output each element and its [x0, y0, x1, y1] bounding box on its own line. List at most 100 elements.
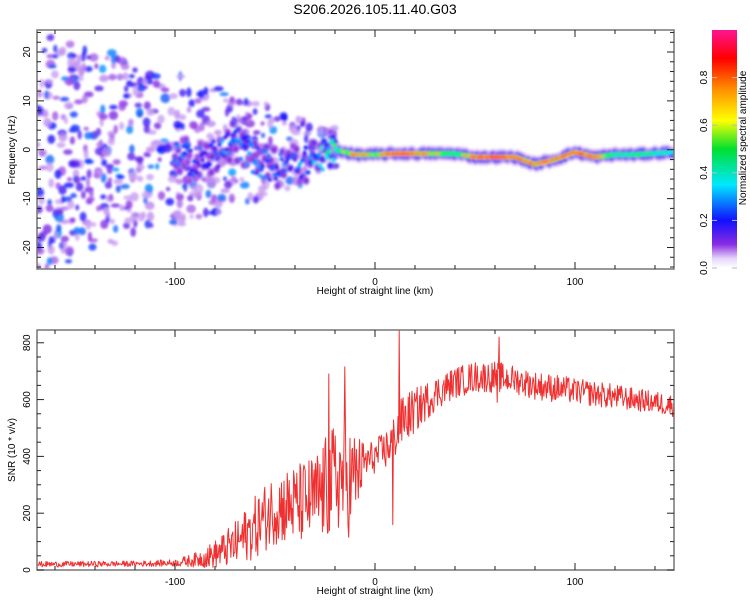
heatmap-cell [263, 101, 268, 107]
heatmap-cell [216, 164, 221, 169]
heatmap-cell [65, 40, 75, 48]
heatmap-cell [90, 222, 97, 227]
heatmap-cell [129, 82, 138, 88]
heatmap-cell [242, 143, 247, 149]
heatmap-cell [56, 224, 62, 233]
heatmap-cell [243, 97, 249, 106]
heatmap-cell [104, 55, 110, 61]
heatmap-cell [266, 153, 271, 159]
heatmap-cell [324, 126, 330, 137]
heatmap-cell [152, 80, 161, 88]
heatmap-cell [128, 171, 138, 181]
heatmap-cell [316, 152, 322, 157]
heatmap-cell [206, 178, 217, 188]
heatmap-cell [274, 165, 280, 170]
heatmap-cell [307, 155, 312, 161]
heatmap-cell [38, 195, 45, 205]
heatmap-cell [177, 222, 187, 227]
heatmap-cell [153, 122, 162, 130]
heatmap-cell [247, 151, 252, 156]
heatmap-cell [199, 122, 205, 132]
heatmap-cell [74, 99, 84, 105]
heatmap-cell [86, 55, 92, 60]
heatmap-cell [46, 34, 55, 41]
heatmap-cell [112, 159, 121, 165]
heatmap-cell [60, 195, 66, 204]
heatmap-cell [152, 139, 162, 145]
heatmap-cell [229, 96, 235, 104]
heatmap-cell [79, 211, 87, 222]
heatmap-cell [217, 193, 227, 201]
heatmap-cell [105, 163, 114, 170]
heatmap-cell [48, 64, 57, 69]
heatmap-cell [47, 134, 56, 144]
heatmap-cell [243, 134, 248, 140]
heatmap-cell [167, 175, 178, 183]
heatmap-cell [125, 200, 133, 210]
snr-series [37, 330, 674, 568]
heatmap-cell [157, 114, 165, 124]
heatmap-cell [144, 219, 152, 229]
heatmap-cell [252, 196, 259, 204]
heatmap-cell [217, 142, 222, 148]
heatmap-cell [96, 141, 104, 148]
heatmap-cell [181, 183, 188, 189]
heatmap-cell [83, 149, 89, 159]
heatmap-cell [157, 191, 166, 201]
heatmap-cell [210, 155, 215, 160]
heatmap-cell [108, 73, 117, 81]
heatmap-cell [62, 242, 68, 247]
heatmap-cell [286, 153, 292, 158]
heatmap-cell [309, 152, 314, 157]
heatmap-cell [84, 131, 93, 140]
heatmap-cell [312, 160, 317, 165]
heatmap-cell [95, 169, 103, 177]
heatmap-cell [226, 151, 232, 157]
heatmap-cell [195, 213, 203, 220]
heatmap-cell [239, 181, 250, 189]
snr-ticks [37, 330, 674, 571]
heatmap-cell [256, 164, 262, 169]
heatmap-cell [219, 138, 224, 144]
heatmap-cell [43, 109, 49, 118]
heatmap-cell [319, 155, 326, 163]
heatmap-cell [55, 208, 64, 216]
heatmap-cell [311, 139, 318, 147]
x-tick-label: 0 [372, 577, 378, 588]
heatmap-cell [70, 124, 80, 133]
heatmap-cell [190, 121, 198, 130]
heatmap-cell [186, 87, 192, 98]
heatmap-cell [69, 217, 76, 223]
heatmap-cell [160, 93, 171, 104]
heatmap-cell [134, 156, 144, 163]
heatmap-cell [73, 80, 81, 91]
heatmap-cell [331, 158, 336, 163]
heatmap-cell [187, 171, 192, 177]
heatmap-cell [224, 180, 232, 189]
heatmap-cell [269, 126, 278, 134]
heatmap-cell [220, 188, 230, 194]
heatmap-cell [169, 219, 178, 225]
heatmap-cell [69, 136, 75, 145]
heatmap-cell [165, 198, 175, 206]
heatmap-cell [61, 76, 69, 81]
heatmap-cell [176, 161, 181, 167]
heatmap-cell [83, 126, 89, 131]
heatmap-cell [177, 216, 184, 223]
heatmap-cell [293, 145, 300, 153]
heatmap-cell [69, 111, 78, 118]
heatmap-cell [66, 177, 73, 182]
heatmap-cell [306, 170, 311, 175]
heatmap-cell [201, 177, 206, 183]
heatmap-cell [228, 193, 236, 204]
heatmap-cell [123, 195, 134, 201]
heatmap-cell [86, 178, 90, 188]
heatmap-cell [182, 151, 187, 156]
heatmap-cell [251, 101, 260, 107]
heatmap-cell [81, 95, 88, 104]
heatmap-cell [330, 125, 339, 132]
heatmap-cell [188, 148, 193, 153]
heatmap-cell [54, 212, 64, 223]
heatmap-cell [273, 176, 278, 181]
heatmap-cell [53, 44, 58, 53]
